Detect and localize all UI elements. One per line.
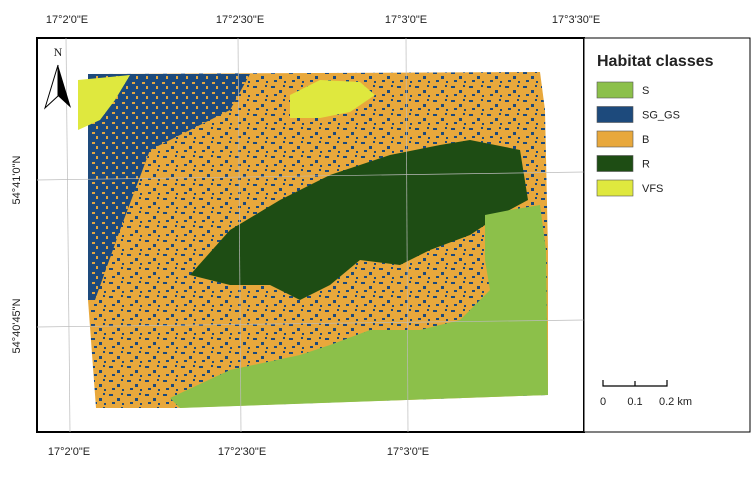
- graticule-lines: [36, 37, 585, 433]
- habitat-raster: [78, 72, 548, 408]
- scale-bar: [602, 380, 668, 387]
- scale-label: 0.1: [627, 396, 642, 408]
- top-coordinate-labels: 17°2'0"E 17°2'30"E 17°3'0"E 17°3'30"E: [46, 14, 600, 26]
- legend-label: R: [642, 159, 650, 171]
- bottom-coordinate-labels: 17°2'0"E 17°2'30"E 17°3'0"E: [48, 446, 429, 458]
- coordinate-label: 17°2'30"E: [216, 14, 264, 26]
- legend-label: B: [642, 134, 649, 146]
- legend-title: Habitat classes: [597, 53, 714, 70]
- legend-label: VFS: [642, 183, 663, 195]
- legend-label: S: [642, 85, 649, 97]
- legend-swatch: [596, 130, 634, 148]
- coordinate-label: 17°3'30"E: [552, 14, 600, 26]
- north-label: N: [54, 45, 63, 59]
- coordinate-label: 17°2'0"E: [46, 14, 88, 26]
- legend-swatch: [596, 179, 634, 197]
- legend-swatch: [596, 155, 634, 172]
- coordinate-label: 54°40'45"N: [11, 298, 23, 353]
- scale-label: 0.2 km: [659, 396, 692, 408]
- coordinate-label: 17°3'0"E: [385, 14, 427, 26]
- coordinate-label: 17°2'0"E: [48, 446, 90, 458]
- scale-label: 0: [600, 396, 606, 408]
- coordinate-label: 17°3'0"E: [387, 446, 429, 458]
- legend-items: S SG_GS B R VFS: [596, 81, 680, 197]
- legend-swatch: [596, 106, 634, 123]
- legend-label: SG_GS: [642, 110, 680, 122]
- scale-labels: 0 0.1 0.2 km: [600, 396, 692, 408]
- coordinate-label: 54°41'0"N: [11, 155, 23, 204]
- left-coordinate-labels: 54°41'0"N 54°40'45"N: [11, 155, 23, 353]
- coordinate-label: 17°2'30"E: [218, 446, 266, 458]
- north-arrow: N: [43, 45, 71, 110]
- legend-panel: [583, 37, 751, 433]
- legend-swatch: [596, 81, 634, 99]
